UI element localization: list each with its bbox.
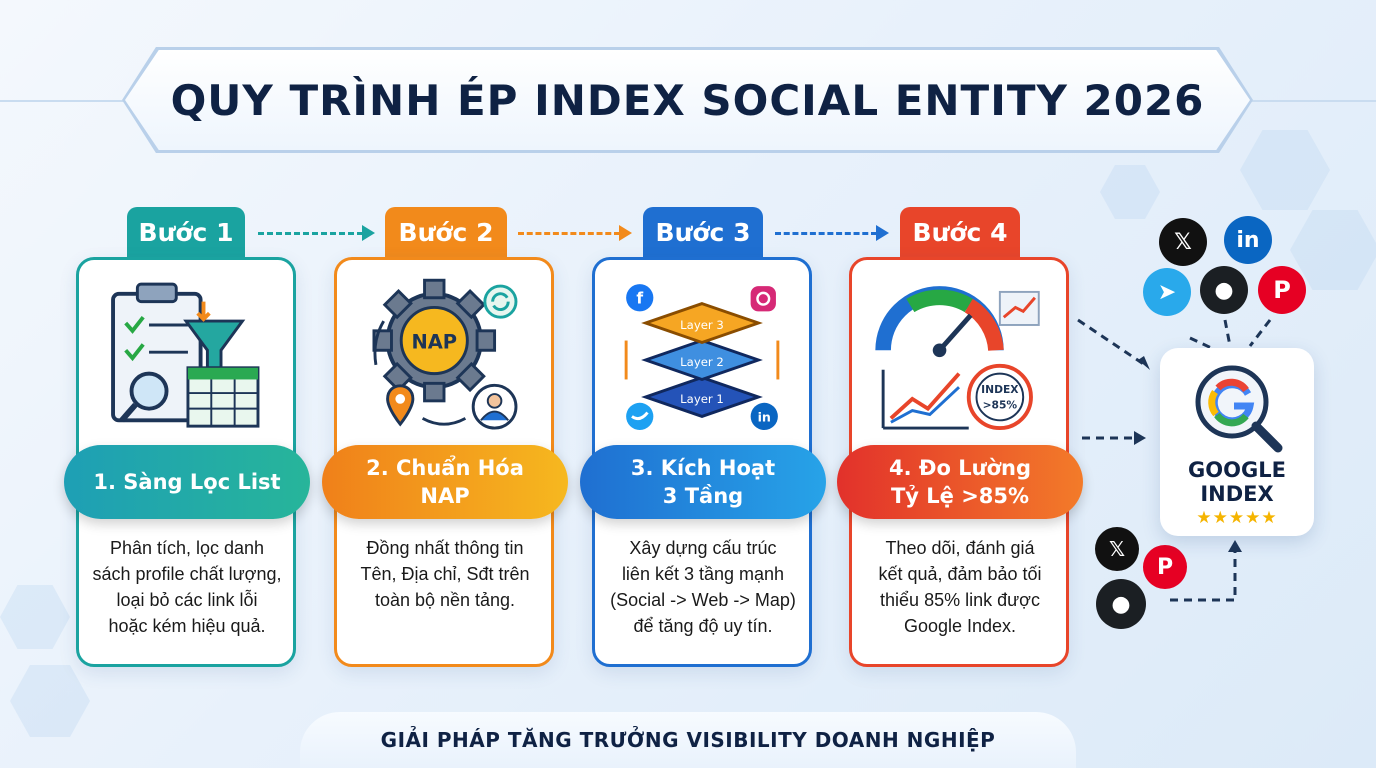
desc-line: Đồng nhất thông tin <box>366 538 524 558</box>
desc-line: thiểu 85% link được <box>880 590 1040 610</box>
bg-hexagon <box>1240 130 1330 210</box>
step-2-description: Đồng nhất thông tin Tên, Địa chỉ, Sđt tr… <box>330 535 560 613</box>
step-1-tab: Bước 1 <box>127 207 245 257</box>
step-4-pill: 4. Đo Lường Tỷ Lệ >85% <box>837 445 1083 519</box>
target-label-2: >85% <box>983 399 1018 412</box>
google-connectors <box>1077 318 1272 602</box>
step-3-pill: 3. Kích Hoạt 3 Tầng <box>580 445 826 519</box>
step-3-description: Xây dựng cấu trúc liên kết 3 tầng mạnh (… <box>588 535 818 639</box>
bg-hexagon <box>1100 165 1160 219</box>
github-icon: ● <box>1096 579 1146 629</box>
step-1-name: 1. Sàng Lọc List <box>93 470 281 494</box>
bg-hexagon <box>10 665 90 737</box>
google-label-line2: INDEX <box>1200 482 1274 506</box>
checklist-funnel-icon <box>111 282 260 428</box>
pinterest-icon: P <box>1143 545 1187 589</box>
linkedin-glyph: in <box>1236 227 1260 253</box>
footer-banner: GIẢI PHÁP TĂNG TRƯỞNG VISIBILITY DOANH N… <box>300 712 1076 768</box>
desc-line: kết quả, đảm bảo tối <box>878 564 1042 584</box>
footer-text: GIẢI PHÁP TĂNG TRƯỞNG VISIBILITY DOANH N… <box>380 728 996 752</box>
layer-2-label: Layer 2 <box>680 355 724 369</box>
github-glyph: ● <box>1111 591 1131 617</box>
desc-line: (Social -> Web -> Map) <box>610 590 796 610</box>
linkedin-icon: in <box>1224 216 1272 264</box>
pinterest-glyph: P <box>1156 554 1174 580</box>
target-label-1: INDEX <box>981 383 1019 396</box>
desc-line: Xây dựng cấu trúc <box>629 538 777 558</box>
telegram-glyph: ➤ <box>1157 279 1177 305</box>
gauge-chart-icon: INDEX >85% <box>875 286 1040 431</box>
arrow-head-icon <box>362 225 375 241</box>
desc-line: Tên, Địa chỉ, Sđt trên <box>360 564 530 584</box>
step-1-description: Phân tích, lọc danh sách profile chất lư… <box>72 535 302 639</box>
arrow-head-icon <box>619 225 632 241</box>
page-title: QUY TRÌNH ÉP INDEX SOCIAL ENTITY 2026 <box>170 75 1205 125</box>
x-glyph: 𝕏 <box>1174 229 1192 255</box>
rating-stars: ★★★★★ <box>1196 508 1278 528</box>
x-icon: 𝕏 <box>1159 218 1207 266</box>
flow-arrow <box>518 232 620 235</box>
step-2-tab: Bước 2 <box>385 207 507 257</box>
step-3-name-line2: 3 Tầng <box>662 484 744 508</box>
bg-line <box>1250 100 1376 102</box>
layer-1-label: Layer 1 <box>680 392 724 406</box>
pinterest-glyph: P <box>1273 276 1291 304</box>
desc-line: Google Index. <box>903 616 1017 636</box>
step-2-pill: 2. Chuẩn Hóa NAP <box>322 445 568 519</box>
desc-line: sách profile chất lượng, <box>92 564 282 584</box>
google-index-card: GOOGLE INDEX ★★★★★ <box>1160 348 1314 536</box>
desc-line: toàn bộ nền tảng. <box>374 590 516 610</box>
step-3-name-line1: 3. Kích Hoạt <box>630 456 776 480</box>
github-glyph: ● <box>1214 277 1234 303</box>
nap-gear-icon: NAP <box>372 278 518 430</box>
telegram-icon: ➤ <box>1143 268 1191 316</box>
google-label-line1: GOOGLE <box>1188 458 1286 482</box>
step-1-pill: 1. Sàng Lọc List <box>64 445 310 519</box>
google-index-label: GOOGLE INDEX <box>1160 458 1314 506</box>
google-search-icon <box>1195 365 1283 453</box>
desc-line: hoặc kém hiệu quả. <box>108 616 266 636</box>
layer-3-label: Layer 3 <box>680 318 724 332</box>
bg-hexagon <box>0 585 70 649</box>
desc-line: loại bỏ các link lỗi <box>116 590 258 610</box>
bg-line <box>0 100 130 102</box>
desc-line: Phân tích, lọc danh <box>109 538 265 558</box>
desc-line: Theo dõi, đánh giá <box>885 538 1035 558</box>
x-icon: 𝕏 <box>1095 527 1139 571</box>
flow-arrow <box>775 232 877 235</box>
svg-text:in: in <box>758 409 771 424</box>
step-2-name-line1: 2. Chuẩn Hóa <box>366 456 524 480</box>
step-2-name-line2: NAP <box>420 484 470 508</box>
arrow-head-icon <box>876 225 889 241</box>
desc-line: để tăng độ uy tín. <box>633 616 773 636</box>
desc-line: liên kết 3 tầng mạnh <box>621 564 785 584</box>
title-banner: QUY TRÌNH ÉP INDEX SOCIAL ENTITY 2026 <box>125 50 1250 150</box>
svg-text:f: f <box>636 290 643 308</box>
github-icon: ● <box>1200 266 1248 314</box>
nap-gear-label: NAP <box>411 330 457 353</box>
flow-arrow <box>258 232 363 235</box>
step-4-tab: Bước 4 <box>900 207 1020 257</box>
step-4-name-line2: Tỷ Lệ >85% <box>890 484 1030 508</box>
three-layer-stack-icon: Layer 1 Layer 2 Layer 3 f in <box>624 284 780 431</box>
step-3-tab: Bước 3 <box>643 207 763 257</box>
x-glyph: 𝕏 <box>1108 537 1126 561</box>
pinterest-icon: P <box>1258 266 1306 314</box>
step-4-description: Theo dõi, đánh giá kết quả, đảm bảo tối … <box>845 535 1075 639</box>
step-4-name-line1: 4. Đo Lường <box>889 456 1031 480</box>
